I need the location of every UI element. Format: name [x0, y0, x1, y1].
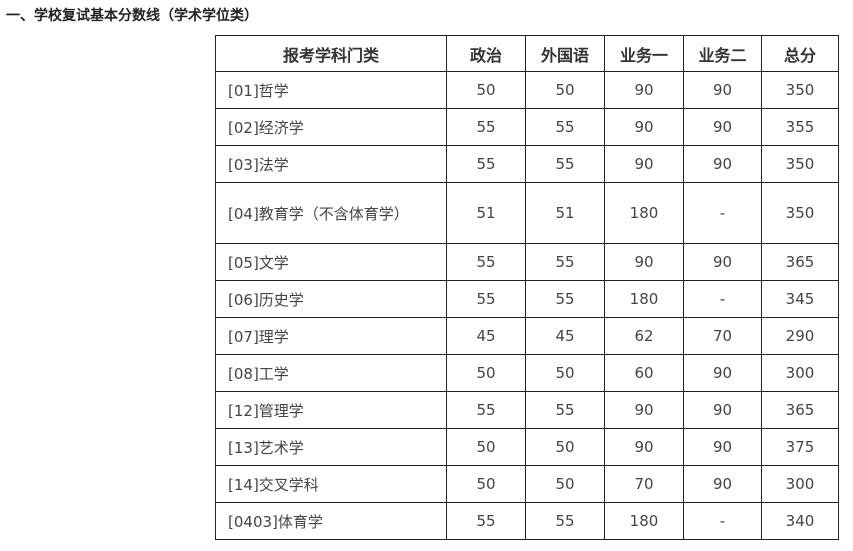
cell-foreign-language: 50 — [525, 354, 605, 392]
cell-discipline: [02]经济学 — [215, 108, 447, 146]
cell-subject-1: 90 — [604, 108, 684, 146]
cell-subject-2: - — [683, 502, 762, 540]
cell-politics: 55 — [446, 502, 526, 540]
table-row: [06]历史学 55 55 180-345 — [215, 280, 839, 318]
cell-politics: 55 — [446, 391, 526, 429]
table-row: [14]交叉学科 50 50 70 90 300 — [215, 465, 839, 503]
table-row: [07]理学 45 45 62 70 290 — [215, 317, 839, 355]
cell-foreign-language: 55 — [525, 243, 605, 281]
cell-discipline: [01]哲学 — [215, 71, 447, 109]
section-title: 一、学校复试基本分数线（学术学位类） — [6, 8, 258, 24]
table-row: [13]艺术学 50 50 90 90 375 — [215, 428, 839, 466]
cell-foreign-language: 55 — [525, 145, 605, 183]
cell-politics: 55 — [446, 243, 526, 281]
cell-discipline: [04]教育学（不含体育学） — [215, 182, 447, 244]
cell-subject-2: 90 — [683, 243, 762, 281]
header-subject-1: 业务一 — [604, 35, 684, 72]
cell-politics: 50 — [446, 465, 526, 503]
cell-foreign-language: 55 — [525, 280, 605, 318]
cell-total: 365 — [761, 391, 839, 429]
cell-subject-1: 180 — [604, 502, 684, 540]
cell-politics: 55 — [446, 108, 526, 146]
header-discipline: 报考学科门类 — [215, 35, 447, 72]
table-row: [05]文学 55 55 90 90 365 — [215, 243, 839, 281]
cell-discipline: [06]历史学 — [215, 280, 447, 318]
cell-total: 350 — [761, 71, 839, 109]
cell-discipline: [12]管理学 — [215, 391, 447, 429]
cell-foreign-language: 50 — [525, 428, 605, 466]
table-row: [02]经济学 55 55 90 90 355 — [215, 108, 839, 146]
cell-subject-2: 90 — [683, 391, 762, 429]
cell-subject-1: 90 — [604, 243, 684, 281]
table-row: [04]教育学（不含体育学） 51 51 180-350 — [215, 182, 839, 244]
cell-total: 350 — [761, 182, 839, 244]
cell-subject-2: 90 — [683, 108, 762, 146]
cell-subject-1: 180 — [604, 182, 684, 244]
cell-subject-1: 60 — [604, 354, 684, 392]
cell-total: 375 — [761, 428, 839, 466]
cell-subject-2: 70 — [683, 317, 762, 355]
cell-discipline: [03]法学 — [215, 145, 447, 183]
cell-subject-1: 90 — [604, 71, 684, 109]
cell-discipline: [0403]体育学 — [215, 502, 447, 540]
cell-foreign-language: 55 — [525, 502, 605, 540]
cell-total: 300 — [761, 465, 839, 503]
cell-politics: 55 — [446, 280, 526, 318]
cell-total: 300 — [761, 354, 839, 392]
cell-discipline: [05]文学 — [215, 243, 447, 281]
table-row: [08]工学 50 50 60 90 300 — [215, 354, 839, 392]
cell-foreign-language: 45 — [525, 317, 605, 355]
cell-subject-2: 90 — [683, 465, 762, 503]
table-row: [12]管理学 55 55 90 90 365 — [215, 391, 839, 429]
cell-total: 345 — [761, 280, 839, 318]
table-row: [01]哲学 50 50 90 90 350 — [215, 71, 839, 109]
cell-discipline: [13]艺术学 — [215, 428, 447, 466]
cell-politics: 50 — [446, 428, 526, 466]
cell-subject-2: - — [683, 182, 762, 244]
cell-subject-2: - — [683, 280, 762, 318]
cell-subject-1: 90 — [604, 391, 684, 429]
table-row: [0403]体育学 55 55 180-340 — [215, 502, 839, 540]
cell-total: 350 — [761, 145, 839, 183]
header-foreign-language: 外国语 — [525, 35, 605, 72]
cell-foreign-language: 55 — [525, 391, 605, 429]
cell-foreign-language: 51 — [525, 182, 605, 244]
cell-discipline: [08]工学 — [215, 354, 447, 392]
cell-total: 355 — [761, 108, 839, 146]
cell-politics: 45 — [446, 317, 526, 355]
cell-subject-1: 62 — [604, 317, 684, 355]
table-row: [03]法学 55 55 90 90 350 — [215, 145, 839, 183]
cell-subject-2: 90 — [683, 354, 762, 392]
cell-foreign-language: 50 — [525, 465, 605, 503]
cell-foreign-language: 55 — [525, 108, 605, 146]
header-politics: 政治 — [446, 35, 526, 72]
cell-foreign-language: 50 — [525, 71, 605, 109]
cell-total: 365 — [761, 243, 839, 281]
cell-total: 290 — [761, 317, 839, 355]
score-table: 报考学科门类 政治 外国语 业务一 业务二 总分 [01]哲学 50 50 90 90 3… — [215, 35, 839, 540]
cell-politics: 55 — [446, 145, 526, 183]
cell-subject-2: 90 — [683, 145, 762, 183]
cell-subject-2: 90 — [683, 71, 762, 109]
cell-politics: 51 — [446, 182, 526, 244]
cell-politics: 50 — [446, 354, 526, 392]
table-header-row: 报考学科门类 政治 外国语 业务一 业务二 总分 — [215, 35, 839, 72]
header-total: 总分 — [761, 35, 839, 72]
cell-total: 340 — [761, 502, 839, 540]
header-subject-2: 业务二 — [683, 35, 762, 72]
cell-subject-1: 90 — [604, 428, 684, 466]
cell-discipline: [14]交叉学科 — [215, 465, 447, 503]
cell-discipline: [07]理学 — [215, 317, 447, 355]
cell-politics: 50 — [446, 71, 526, 109]
cell-subject-1: 70 — [604, 465, 684, 503]
cell-subject-1: 180 — [604, 280, 684, 318]
cell-subject-2: 90 — [683, 428, 762, 466]
cell-subject-1: 90 — [604, 145, 684, 183]
